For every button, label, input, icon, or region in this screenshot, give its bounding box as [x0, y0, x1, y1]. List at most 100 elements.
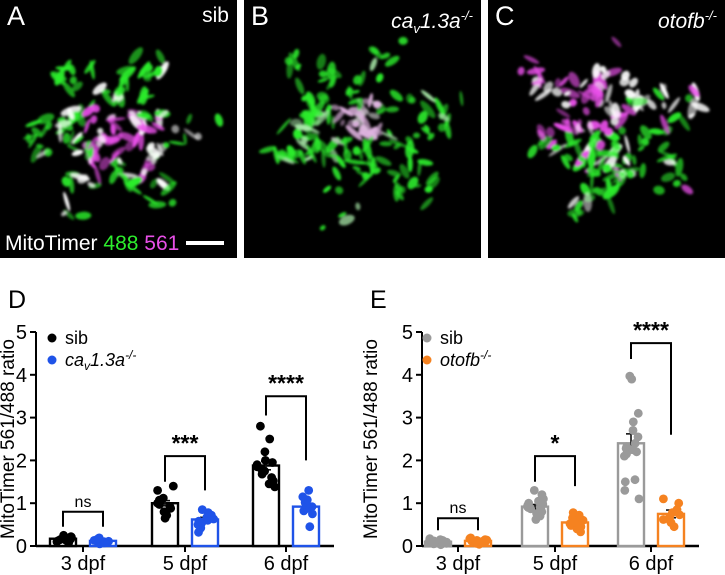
legend-label: cav1.3a-/-	[65, 348, 136, 373]
fluorescence-blob	[146, 151, 163, 161]
fluorescence-blob	[568, 71, 580, 88]
x-tick-label: 5 dpf	[533, 553, 578, 575]
fluorescence-blob	[587, 120, 594, 135]
fluorescence-blob	[619, 174, 627, 186]
fluorescence-blob	[421, 127, 431, 135]
fluorescence-blob	[618, 126, 626, 135]
y-tick-label: 2	[402, 450, 413, 472]
fluorescence-blob	[531, 79, 544, 86]
fluorescence-blob	[569, 98, 577, 107]
fluorescence-blob	[343, 159, 366, 165]
fluorescence-blob	[567, 125, 578, 136]
fluorescence-blob	[352, 146, 361, 156]
significance-label: ***	[172, 430, 199, 456]
fluorescence-blob	[609, 169, 625, 175]
genotype-label-sib: sib	[202, 3, 229, 29]
fluorescence-blob	[328, 68, 342, 79]
data-point	[634, 494, 644, 504]
significance-bracket	[630, 342, 672, 435]
fluorescence-blob	[61, 176, 71, 187]
fluorescence-blob	[126, 176, 143, 188]
fluorescence-blob	[214, 113, 224, 127]
data-point	[568, 508, 578, 517]
fluorescence-blob	[75, 211, 92, 220]
fluorescence-blob	[388, 139, 407, 148]
fluorescence-blob	[425, 171, 439, 186]
data-point	[424, 537, 434, 547]
fluorescence-blob	[358, 70, 366, 87]
fluorescence-blob	[110, 161, 124, 176]
legend-dot	[422, 355, 432, 365]
fluorescence-blob	[427, 132, 435, 141]
fluorescence-blob	[579, 78, 588, 88]
fluorescence-blob	[438, 113, 450, 122]
fluorescence-blob	[70, 172, 91, 181]
fluorescence-blob	[317, 77, 329, 83]
fluorescence-blob	[128, 47, 143, 65]
fluorescence-blob	[595, 140, 606, 151]
data-point	[622, 442, 632, 452]
micrograph-panel-a: A sib MitoTimer 488 561	[0, 0, 237, 258]
fluorescence-blob	[384, 55, 400, 67]
fluorescence-blob	[87, 181, 96, 188]
fluorescence-blob	[168, 140, 186, 146]
fluorescence-blob	[84, 118, 91, 134]
fluorescence-blob	[574, 200, 584, 211]
x-tick-label: 5 dpf	[163, 553, 208, 575]
fluorescence-blob	[92, 82, 107, 95]
fluorescence-blob	[162, 142, 170, 149]
fluorescence-blob	[420, 100, 436, 119]
fluorescence-blob	[627, 97, 649, 107]
fluorescence-blob	[352, 166, 361, 171]
fluorescence-blob	[155, 49, 166, 65]
significance-label: ns	[450, 500, 467, 517]
fluorescence-blob	[160, 181, 177, 196]
fluorescence-blob	[332, 166, 342, 181]
fluorescence-blob	[537, 129, 547, 142]
fluorescence-blob	[414, 184, 422, 188]
fluorescence-blob	[159, 172, 176, 185]
fluorescence-blob	[653, 185, 665, 195]
data-point	[261, 456, 270, 465]
fluorescence-blob	[603, 127, 614, 136]
fluorescence-blob	[641, 137, 650, 146]
fluorescence-blob	[151, 122, 165, 131]
mitotimer-label: MitoTimer	[5, 232, 98, 255]
genotype-label-otofb: otofb-/-	[658, 3, 717, 35]
fluorescence-blob	[387, 169, 402, 177]
fluorescence-blob	[567, 196, 580, 209]
fluorescence-blob	[459, 90, 464, 107]
data-point	[265, 434, 275, 444]
micrograph-panel-b: B cav1.3a-/-	[244, 0, 481, 258]
fluorescence-blob	[389, 89, 403, 102]
fluorescence-blob	[546, 139, 557, 150]
fluorescence-blob	[68, 130, 75, 147]
data-point	[578, 515, 588, 525]
fluorescence-blob	[338, 212, 347, 218]
fluorescence-blob	[103, 138, 115, 146]
fluorescence-blob	[602, 163, 612, 173]
fluorescence-blob	[61, 210, 68, 217]
fluorescence-blob	[367, 93, 373, 108]
fluorescence-blob	[523, 55, 540, 64]
fluorescence-blob	[567, 208, 585, 218]
legend-label: sib	[440, 328, 463, 348]
fluorescence-blob	[137, 88, 149, 104]
fluorescence-blob	[624, 135, 631, 153]
fluorescence-blob	[296, 139, 310, 151]
fluorescence-blob	[22, 134, 38, 140]
fluorescence-blob	[408, 96, 416, 104]
fluorescence-blob	[672, 179, 681, 187]
fluorescence-blob	[556, 108, 571, 118]
fluorescence-blob	[63, 191, 71, 211]
fluorescence-blob	[57, 123, 63, 143]
fluorescence-blob	[368, 112, 380, 120]
fluorescence-blob	[28, 133, 38, 148]
significance-bracket	[164, 455, 206, 491]
legend-dot	[47, 355, 57, 365]
fluorescence-blob	[659, 82, 669, 99]
fluorescence-blob	[358, 124, 366, 135]
fluorescence-blob	[71, 149, 84, 157]
fluorescence-blob	[339, 106, 354, 117]
fluorescence-blob	[69, 76, 77, 85]
